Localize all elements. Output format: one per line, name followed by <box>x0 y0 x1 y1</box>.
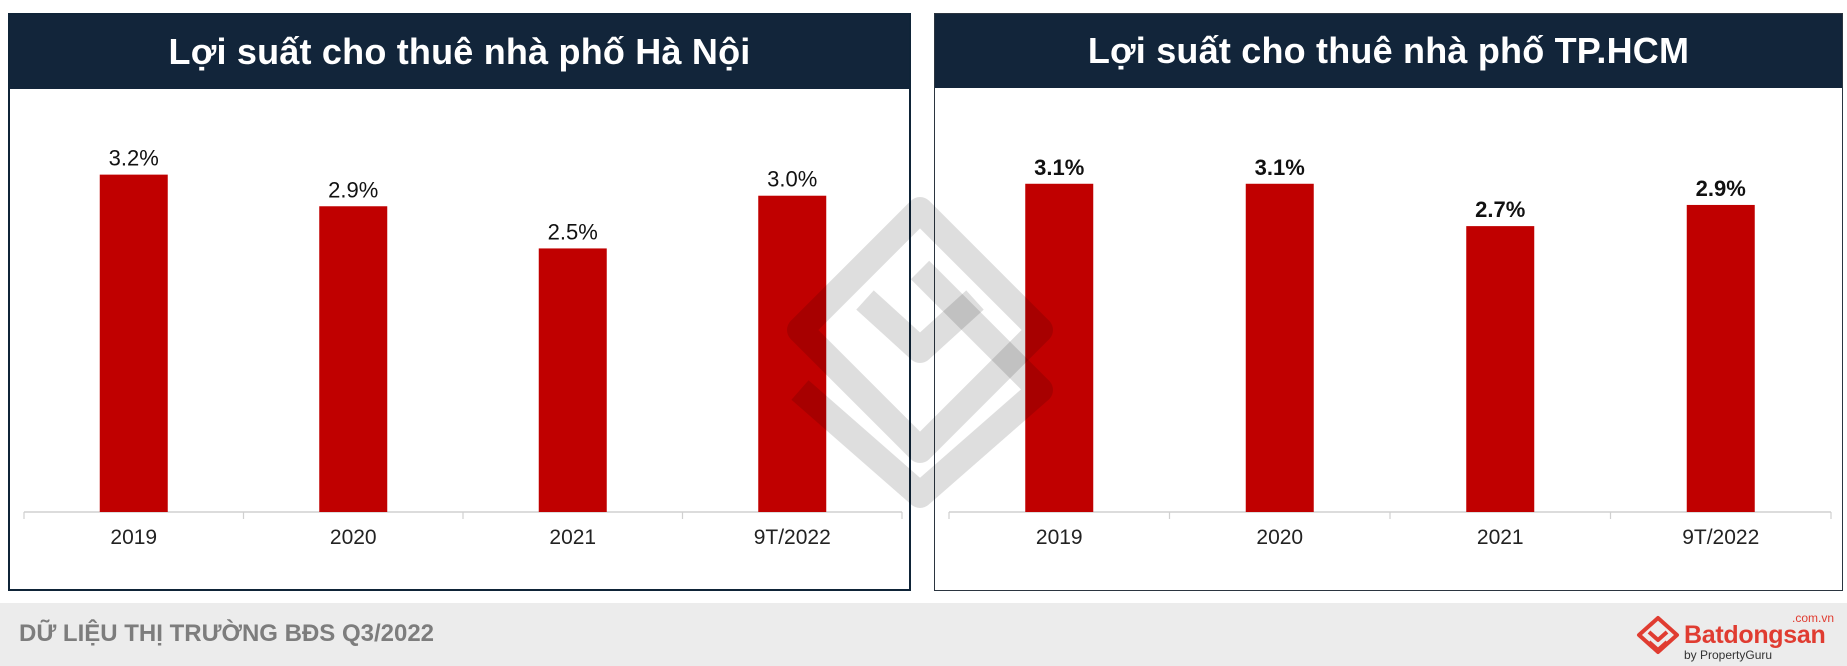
brand-byline: by PropertyGuru <box>1684 648 1773 662</box>
data-label: 3.2% <box>109 146 159 171</box>
chart-title-hcm: Lợi suất cho thuê nhà phố TP.HCM <box>935 14 1842 88</box>
bar-2021 <box>538 248 607 512</box>
data-label: 2.9% <box>1696 176 1746 201</box>
bar-2020 <box>319 206 388 512</box>
x-tick-label: 2019 <box>1036 526 1083 549</box>
data-label: 2.7% <box>1475 197 1525 222</box>
data-label: 2.9% <box>328 177 378 202</box>
x-tick-label: 9T/2022 <box>1682 526 1759 549</box>
brand-logo-group: .com.vn Batdongsan by PropertyGuru <box>1632 611 1842 662</box>
chart-title-hanoi: Lợi suất cho thuê nhà phố Hà Nội <box>10 15 909 89</box>
x-tick-label: 2020 <box>330 526 377 549</box>
bar-chart-hanoi: 3.2% 2019 2.9% 2020 2.5% 2021 3.0% 9T/2022 <box>23 146 903 549</box>
chart-panel-hcm: Lợi suất cho thuê nhà phố TP.HCM 3.1% 201… <box>934 13 1843 591</box>
bar-2020 <box>1245 183 1314 512</box>
x-tick-label: 2019 <box>110 526 157 549</box>
x-tick-label: 2021 <box>549 526 596 549</box>
brand-domain: .com.vn <box>1792 611 1835 625</box>
footer-caption: DỮ LIỆU THỊ TRƯỜNG BĐS Q3/2022 <box>19 620 435 647</box>
bar-9t-2022 <box>758 195 827 512</box>
data-label: 3.0% <box>767 167 817 192</box>
batdongsan-logo-icon <box>1637 616 1679 654</box>
chart-panel-hanoi: Lợi suất cho thuê nhà phố Hà Nội 3.2% 201… <box>8 13 911 591</box>
x-tick-label: 2021 <box>1477 526 1524 549</box>
data-label: 3.1% <box>1255 155 1305 180</box>
data-label: 2.5% <box>548 219 598 244</box>
x-tick-label: 9T/2022 <box>754 526 831 549</box>
bar-2019 <box>99 174 168 512</box>
bar-2019 <box>1025 183 1094 512</box>
bar-9t-2022 <box>1686 204 1755 513</box>
bar-2021 <box>1466 226 1535 512</box>
data-label: 3.1% <box>1034 155 1084 180</box>
x-tick-label: 2020 <box>1256 526 1303 549</box>
footer-bar: DỮ LIỆU THỊ TRƯỜNG BĐS Q3/2022 .com.vn B… <box>0 603 1847 666</box>
brand-name: Batdongsan <box>1684 621 1826 649</box>
bar-chart-hcm: 3.1% 2019 3.1% 2020 2.7% 2021 2.9% 9T/2022 <box>948 155 1832 549</box>
